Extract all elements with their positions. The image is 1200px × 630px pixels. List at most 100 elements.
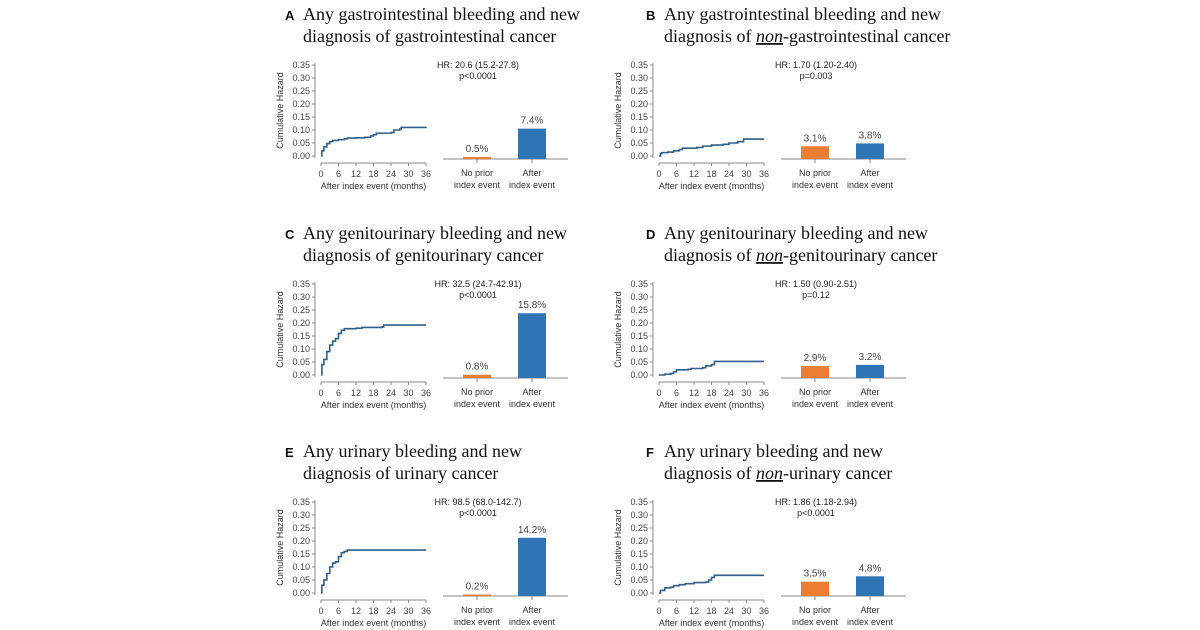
x-tick-label: 36	[421, 606, 431, 616]
bar-no-prior	[463, 156, 491, 159]
panel-title-line2: diagnosis of non-gastrointestinal cancer	[664, 26, 950, 46]
title-text: diagnosis of	[664, 26, 756, 46]
panel-letter: A	[285, 8, 295, 23]
x-tick-label: 24	[386, 606, 396, 616]
x-tick-label: 30	[741, 169, 751, 179]
bar-value-label: 2.9%	[804, 353, 827, 364]
y-tick-label: 0.15	[630, 331, 648, 341]
y-tick-label: 0.15	[292, 112, 310, 122]
y-tick-label: 0.25	[292, 305, 310, 315]
bar-category-label: index event	[509, 617, 556, 627]
hazard-ratio: HR: 98.5 (68.0-142.7)	[434, 497, 521, 507]
x-axis-label: After index event (months)	[321, 400, 427, 410]
hazard-ratio: HR: 1.70 (1.20-2.40)	[775, 60, 857, 70]
bar-category-label: index event	[454, 617, 501, 627]
x-tick-label: 18	[368, 388, 378, 398]
bar-value-label: 0.2%	[466, 582, 489, 593]
cumulative-hazard-curve	[659, 138, 764, 157]
y-tick-label: 0.05	[630, 138, 648, 148]
bar-after	[856, 143, 884, 159]
x-tick-label: 36	[421, 169, 431, 179]
title-text: -gastrointestinal cancer	[783, 26, 950, 46]
panel-title-line1: Any genitourinary bleeding and new	[664, 223, 928, 243]
panel-b: B Any gastrointestinal bleeding and newdi…	[613, 4, 950, 191]
x-axis-label: After index event (months)	[659, 618, 765, 628]
bar-no-prior	[801, 581, 829, 596]
y-tick-label: 0.10	[630, 125, 648, 135]
x-tick-label: 12	[351, 169, 361, 179]
title-text: -genitourinary cancer	[783, 245, 937, 265]
bar-category-label: After	[522, 605, 541, 615]
panel-title-line1: Any genitourinary bleeding and new	[303, 223, 567, 243]
x-tick-label: 30	[741, 388, 751, 398]
panel-title-line1: Any urinary bleeding and new	[303, 441, 522, 461]
x-tick-label: 18	[706, 388, 716, 398]
x-tick-label: 18	[368, 169, 378, 179]
bar-after	[856, 576, 884, 596]
bar-value-label: 15.8%	[518, 300, 546, 311]
x-tick-label: 12	[689, 606, 699, 616]
bar-category-label: No prior	[799, 168, 831, 178]
bar-value-label: 7.4%	[521, 116, 544, 127]
bar-after	[518, 537, 546, 596]
title-text: diagnosis of gastrointestinal cancer	[303, 26, 556, 46]
panel-letter: E	[285, 445, 294, 460]
x-tick-label: 30	[403, 388, 413, 398]
title-text: diagnosis of urinary cancer	[303, 463, 498, 483]
bar-category-label: No prior	[799, 605, 831, 615]
bar-no-prior	[801, 146, 829, 159]
y-tick-label: 0.30	[292, 292, 310, 302]
x-tick-label: 6	[336, 388, 341, 398]
panel-d: D Any genitourinary bleeding and newdiagn…	[613, 223, 937, 410]
y-tick-label: 0.25	[292, 523, 310, 533]
y-tick-label: 0.20	[630, 536, 648, 546]
bar-category-label: No prior	[461, 387, 493, 397]
panel-letter: D	[646, 227, 655, 242]
hazard-ratio: HR: 1.50 (0.90-2.51)	[775, 279, 857, 289]
y-tick-label: 0.20	[630, 99, 648, 109]
p-value: p<0.0001	[459, 71, 497, 81]
x-tick-label: 6	[336, 169, 341, 179]
panel-title-line2: diagnosis of gastrointestinal cancer	[303, 26, 556, 46]
title-text: -urinary cancer	[783, 463, 892, 483]
bar-category-label: index event	[792, 617, 839, 627]
panel-c: C Any genitourinary bleeding and newdiagn…	[275, 223, 568, 410]
bar-no-prior	[463, 374, 491, 378]
y-tick-label: 0.15	[630, 549, 648, 559]
x-tick-label: 6	[336, 606, 341, 616]
x-tick-label: 24	[386, 169, 396, 179]
x-tick-label: 24	[724, 388, 734, 398]
hazard-ratio: HR: 32.5 (24.7-42.91)	[434, 279, 521, 289]
y-tick-label: 0.05	[630, 357, 648, 367]
panel-title-line2: diagnosis of non-urinary cancer	[664, 463, 892, 483]
y-tick-label: 0.05	[630, 575, 648, 585]
x-tick-label: 6	[674, 606, 679, 616]
bar-category-label: After	[522, 168, 541, 178]
y-tick-label: 0.25	[292, 86, 310, 96]
x-tick-label: 30	[403, 169, 413, 179]
y-tick-label: 0.10	[292, 562, 310, 572]
y-tick-label: 0.15	[292, 331, 310, 341]
y-tick-label: 0.30	[292, 73, 310, 83]
bar-no-prior	[463, 594, 491, 596]
y-tick-label: 0.35	[292, 279, 310, 289]
bar-value-label: 3.5%	[804, 569, 827, 580]
x-tick-label: 6	[674, 169, 679, 179]
cumulative-hazard-curve	[659, 574, 764, 594]
cumulative-hazard-curve	[321, 324, 426, 376]
x-axis-label: After index event (months)	[659, 400, 765, 410]
y-tick-label: 0.10	[292, 344, 310, 354]
x-tick-label: 12	[689, 388, 699, 398]
y-tick-label: 0.00	[630, 588, 648, 598]
bar-after	[518, 313, 546, 378]
y-tick-label: 0.00	[292, 588, 310, 598]
y-axis-label: Cumulative Hazard	[275, 291, 285, 368]
y-tick-label: 0.00	[630, 370, 648, 380]
x-tick-label: 36	[759, 169, 769, 179]
bar-value-label: 0.5%	[466, 144, 489, 155]
bar-category-label: index event	[454, 180, 501, 190]
cumulative-hazard-curve	[321, 549, 426, 594]
